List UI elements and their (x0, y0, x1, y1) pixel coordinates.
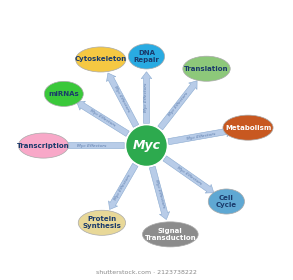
Text: Myc Effectors: Myc Effectors (168, 92, 189, 117)
Text: Myc Effectors: Myc Effectors (144, 83, 149, 112)
FancyArrow shape (163, 156, 214, 193)
Text: Cell
Cycle: Cell Cycle (216, 195, 237, 208)
Ellipse shape (78, 210, 126, 235)
Ellipse shape (76, 47, 126, 72)
Text: Protein
Synthesis: Protein Synthesis (83, 216, 121, 229)
Text: Metabolism: Metabolism (225, 125, 271, 131)
FancyArrow shape (107, 73, 139, 127)
Text: miRNAs: miRNAs (48, 91, 79, 97)
Ellipse shape (183, 56, 230, 81)
Ellipse shape (208, 189, 244, 214)
Text: Transcription: Transcription (17, 143, 70, 149)
Text: Signal
Transduction: Signal Transduction (144, 228, 196, 241)
Ellipse shape (128, 44, 165, 69)
Text: Myc: Myc (132, 139, 161, 152)
FancyArrow shape (158, 81, 197, 130)
Text: Cytoskeleton: Cytoskeleton (75, 57, 127, 62)
FancyArrow shape (168, 126, 233, 145)
Text: Myc Effectors: Myc Effectors (186, 132, 215, 141)
Text: shutterstock.com · 2123738222: shutterstock.com · 2123738222 (96, 270, 197, 275)
Ellipse shape (18, 133, 69, 158)
Text: Myc Effectors: Myc Effectors (154, 179, 165, 208)
Text: Myc Effectors: Myc Effectors (89, 108, 116, 127)
FancyArrow shape (141, 72, 152, 123)
FancyArrow shape (108, 163, 138, 209)
Text: Myc Effectors: Myc Effectors (176, 165, 202, 186)
Text: Translation: Translation (184, 66, 229, 72)
FancyArrow shape (77, 101, 129, 136)
Text: Myc Effectors: Myc Effectors (113, 86, 131, 113)
FancyArrow shape (149, 166, 170, 220)
Text: Myc Effectors: Myc Effectors (113, 174, 132, 201)
Text: DNA
Repair: DNA Repair (134, 50, 159, 63)
Ellipse shape (142, 222, 198, 247)
Text: Myc Effectors: Myc Effectors (77, 144, 106, 148)
FancyArrow shape (59, 140, 124, 151)
Ellipse shape (223, 115, 273, 140)
Circle shape (126, 125, 167, 167)
Ellipse shape (44, 81, 83, 106)
